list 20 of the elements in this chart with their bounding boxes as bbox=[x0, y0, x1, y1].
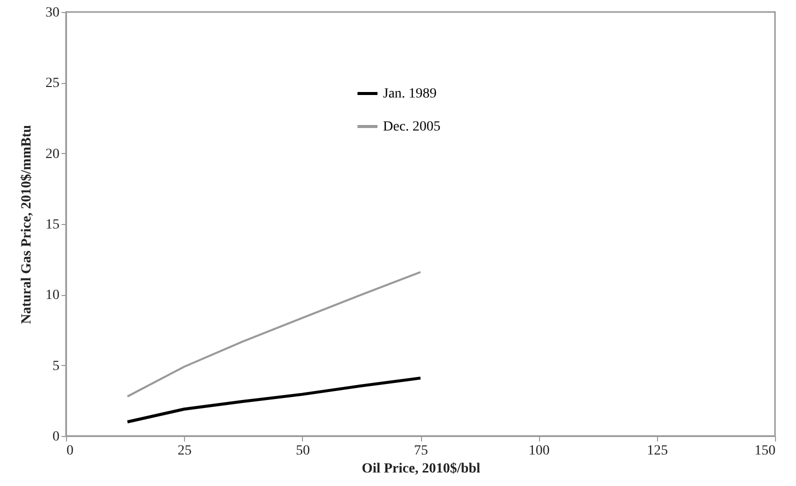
x-tick-label: 150 bbox=[754, 444, 776, 458]
y-tick-label: 5 bbox=[52, 358, 60, 374]
line-series bbox=[126, 376, 422, 424]
line-series bbox=[126, 271, 422, 398]
x-tick-label: 125 bbox=[646, 444, 668, 458]
x-tick-label: 100 bbox=[528, 444, 550, 458]
y-tick-label: 25 bbox=[46, 76, 60, 92]
x-tick-label: 0 bbox=[66, 444, 74, 458]
x-tick-label: 75 bbox=[414, 444, 428, 458]
legend-label: Jan. 1989 bbox=[383, 86, 437, 102]
y-tick-label: 15 bbox=[46, 218, 60, 232]
x-tick-label: 25 bbox=[178, 444, 192, 458]
y-tick-label: 30 bbox=[46, 6, 60, 20]
legend-label: Dec. 2005 bbox=[383, 120, 441, 134]
x-axis-title: Oil Price, 2010$/bbl bbox=[362, 462, 480, 476]
y-tick-label: 20 bbox=[46, 146, 60, 162]
y-tick-label: 0 bbox=[52, 430, 60, 444]
y-tick-label: 10 bbox=[46, 288, 60, 304]
x-tick-label: 50 bbox=[296, 444, 310, 458]
y-axis-title: Natural Gas Price, 2010$/mmBtu bbox=[20, 124, 34, 324]
